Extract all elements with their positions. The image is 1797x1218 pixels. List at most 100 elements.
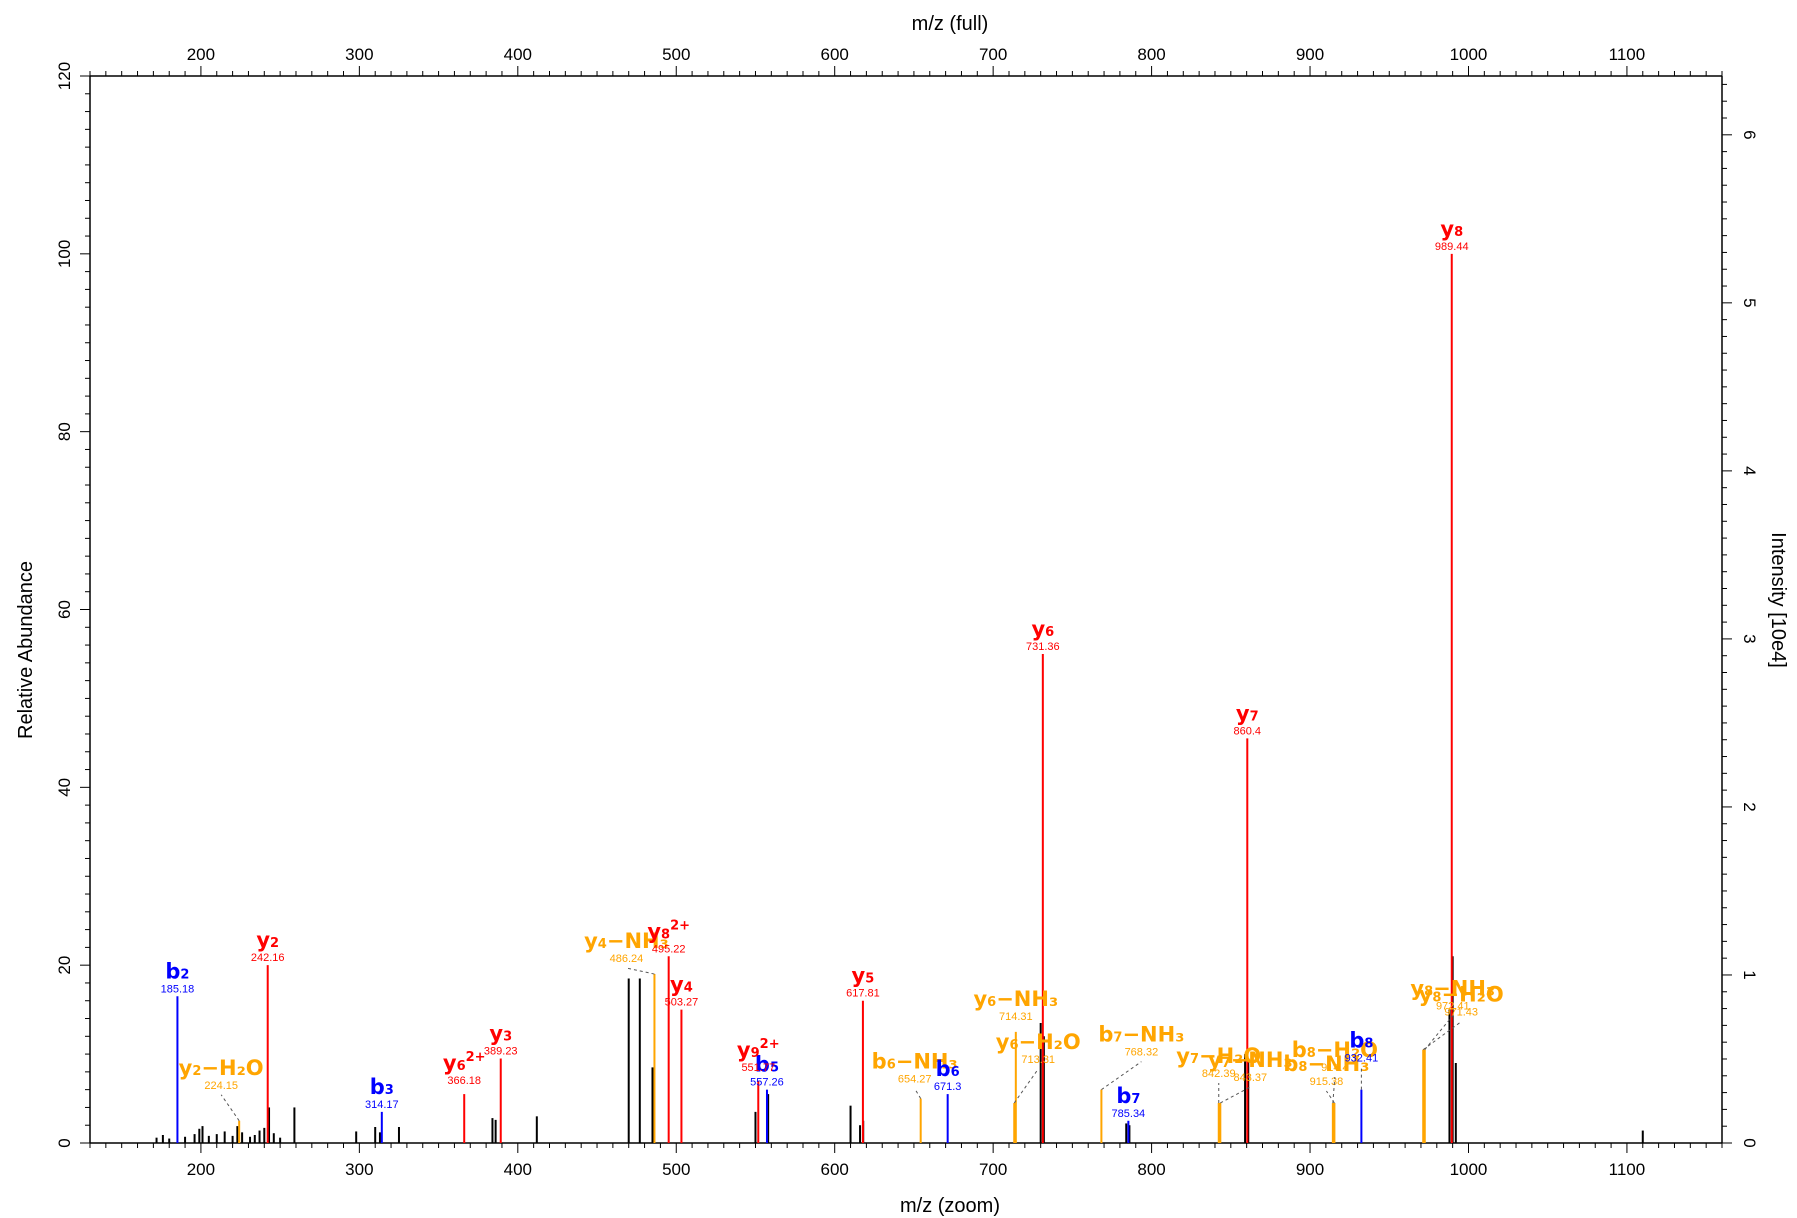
ion-letter: y xyxy=(852,964,866,988)
peak-ion-label: y8−H₂O xyxy=(1419,983,1504,1007)
ion-letter: b xyxy=(1349,1029,1364,1053)
ion-charge: 2+ xyxy=(670,918,690,933)
ion-subscript: 8 xyxy=(1298,1060,1307,1075)
peak-labels: 185.18b2242.16y2224.15y2−H₂O314.17b3366.… xyxy=(161,217,1504,1122)
ion-neutral-loss: −H₂O xyxy=(1018,1030,1080,1054)
ion-subscript: 6 xyxy=(1045,625,1054,640)
y-tick-label: 80 xyxy=(55,422,74,441)
x-tick-label: 800 xyxy=(1137,1160,1165,1179)
ion-subscript: 8 xyxy=(1454,225,1463,240)
peak-mz-label: 843.37 xyxy=(1233,1072,1267,1084)
peak-mz-label: 714.31 xyxy=(999,1011,1033,1023)
peak-mz-label: 486.24 xyxy=(610,953,644,965)
y2-tick-label: 0 xyxy=(1740,1138,1759,1147)
ion-subscript: 2 xyxy=(180,967,189,982)
peak-ion-label: y82+ xyxy=(647,918,690,943)
label-connector xyxy=(1101,1061,1142,1091)
ion-letter: y xyxy=(1031,617,1045,641)
ion-letter: y xyxy=(670,973,684,997)
ion-letter: y xyxy=(1440,217,1454,241)
ion-neutral-loss: −NH₃ xyxy=(896,1050,958,1074)
ion-subscript: 6 xyxy=(457,1059,466,1074)
label-connector xyxy=(1332,1076,1336,1104)
peak-ion-label: y2 xyxy=(256,928,279,952)
peak-mz-label: 842.39 xyxy=(1202,1068,1236,1080)
ion-neutral-loss: −H₂O xyxy=(201,1056,263,1080)
ion-subscript: 7 xyxy=(1222,1056,1231,1071)
ion-neutral-loss: −NH₃ xyxy=(1122,1023,1184,1047)
x2-tick-label: 800 xyxy=(1137,45,1165,64)
peak-ion-label: y6−H₂O xyxy=(996,1030,1081,1054)
y-tick-label: 60 xyxy=(55,600,74,619)
x-tick-label: 500 xyxy=(662,1160,690,1179)
peak-mz-label: 971.43 xyxy=(1444,1007,1478,1019)
peak-ion-label: y62+ xyxy=(443,1050,486,1075)
y2-tick-label: 2 xyxy=(1740,802,1759,811)
label-connector xyxy=(1422,1021,1462,1051)
peak-mz-label: 557.26 xyxy=(750,1077,784,1089)
label-connector xyxy=(1013,1068,1039,1104)
ion-subscript: 8 xyxy=(661,927,670,942)
x-tick-label: 1000 xyxy=(1450,1160,1488,1179)
ion-letter: y xyxy=(737,1038,751,1062)
ion-subscript: 2 xyxy=(270,936,279,951)
peak-ion-label: y3 xyxy=(489,1022,512,1046)
peak-ion-label: y7−NH₃ xyxy=(1208,1048,1293,1072)
peak-ion-label: y7 xyxy=(1236,701,1259,725)
y2-tick-label: 1 xyxy=(1740,970,1759,979)
peak-mz-label: 731.36 xyxy=(1026,641,1060,653)
peak-mz-label: 242.16 xyxy=(251,952,285,964)
ion-letter: y xyxy=(973,987,987,1011)
ion-subscript: 8 xyxy=(1364,1037,1373,1052)
peak-ion-label: b6−NH₃ xyxy=(872,1050,958,1074)
x-tick-label: 400 xyxy=(504,1160,532,1179)
peak-ion-label: b8−NH₃ xyxy=(1283,1052,1369,1076)
peak-mz-label: 915.38 xyxy=(1310,1076,1344,1088)
peak-ion-label: y8−NH₃ xyxy=(1410,977,1495,1001)
ion-letter: b xyxy=(1098,1023,1113,1047)
ion-subscript: 8 xyxy=(1307,1046,1316,1061)
peak-mz-label: 785.34 xyxy=(1112,1108,1146,1120)
ion-subscript: 5 xyxy=(770,1061,779,1076)
x2-tick-label: 400 xyxy=(504,45,532,64)
ion-neutral-loss: −H₂O xyxy=(1441,983,1503,1007)
ion-subscript: 6 xyxy=(1009,1038,1018,1053)
ion-letter: y xyxy=(1236,701,1250,725)
x2-tick-label: 200 xyxy=(187,45,215,64)
ion-letter: y xyxy=(647,919,661,943)
y-tick-label: 40 xyxy=(55,778,74,797)
x2-tick-label: 600 xyxy=(821,45,849,64)
ion-letter: b xyxy=(872,1050,887,1074)
x2-tick-label: 500 xyxy=(662,45,690,64)
peak-mz-label: 495.22 xyxy=(652,943,686,955)
ion-letter: y xyxy=(1419,983,1433,1007)
ion-neutral-loss: −NH₃ xyxy=(1307,1052,1369,1076)
peak-mz-label: 551.77 xyxy=(741,1062,775,1074)
x-axis-title: m/z (zoom) xyxy=(900,1195,1000,1217)
y2-tick-label: 4 xyxy=(1740,466,1759,475)
ion-subscript: 7 xyxy=(1113,1031,1122,1046)
ion-letter: b xyxy=(755,1053,770,1077)
ion-neutral-loss: −NH₃ xyxy=(607,929,669,953)
peak-mz-label: 713.31 xyxy=(1021,1054,1055,1066)
ion-subscript: 7 xyxy=(1190,1052,1199,1067)
ion-letter: y xyxy=(1410,977,1424,1001)
ion-subscript: 5 xyxy=(865,972,874,987)
ion-letter: b xyxy=(165,959,180,983)
peak-ion-label: b5 xyxy=(755,1053,779,1077)
ion-letter: y xyxy=(584,929,598,953)
peak-mz-label: 914.4 xyxy=(1321,1062,1349,1074)
peak-ion-label: b7 xyxy=(1116,1084,1140,1108)
x2-tick-label: 300 xyxy=(345,45,373,64)
ion-letter: y xyxy=(1176,1044,1190,1068)
y2-axis-title: Intensity [10e4] xyxy=(1767,532,1789,668)
peak-ion-label: b3 xyxy=(370,1075,394,1099)
ion-subscript: 7 xyxy=(1131,1092,1140,1107)
y-tick-label: 0 xyxy=(55,1138,74,1147)
ion-letter: b xyxy=(1292,1038,1307,1062)
peak-ion-label: b8 xyxy=(1349,1029,1373,1053)
peak-mz-label: 617.81 xyxy=(846,988,880,1000)
peak-ion-label: y92+ xyxy=(737,1037,780,1062)
peak-mz-label: 389.23 xyxy=(484,1046,518,1058)
